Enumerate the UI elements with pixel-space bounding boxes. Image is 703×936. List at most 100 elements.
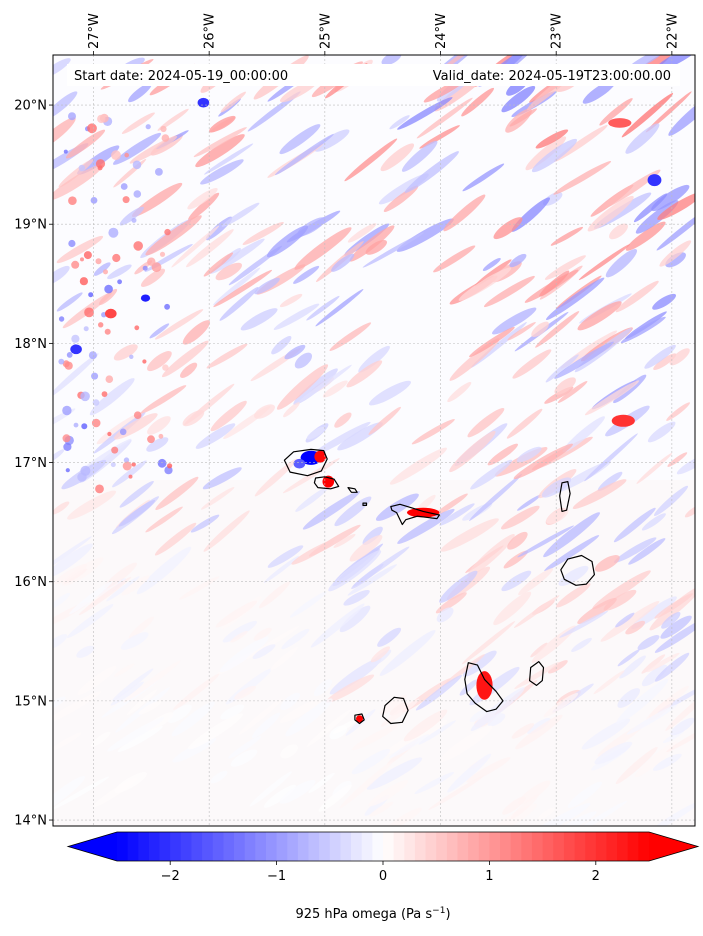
field-stripe — [322, 380, 348, 398]
field-stripe — [53, 543, 93, 579]
field-stripe — [613, 537, 657, 563]
field-stripe — [665, 689, 695, 731]
field-stripe — [294, 352, 313, 369]
field-stripe — [302, 491, 360, 530]
field-stripe — [56, 292, 83, 312]
island-outline — [362, 502, 368, 506]
field-stripe — [659, 240, 692, 267]
field-stripe — [351, 563, 384, 589]
field-stripe — [91, 731, 111, 747]
colorbar-segment — [446, 832, 458, 861]
field-cell — [71, 260, 80, 269]
field-stripe — [469, 326, 515, 358]
field-stripe — [279, 293, 303, 308]
field-stripe — [291, 540, 335, 565]
field-stripe — [203, 252, 234, 277]
field-stripe — [334, 412, 352, 428]
island-outline — [283, 448, 328, 477]
field-cell — [157, 458, 167, 468]
field-stripe — [545, 354, 579, 383]
field-stripe — [443, 654, 485, 686]
field-stripe — [548, 660, 568, 674]
field-stripe — [435, 592, 467, 614]
field-stripe — [242, 222, 284, 245]
longitude-tick-labels: 27°W 26°W 25°W 24°W 23°W 22°W — [87, 13, 680, 55]
field-stripe — [619, 655, 646, 679]
field-cell — [73, 422, 79, 428]
field-stripe — [581, 718, 631, 750]
field-stripe — [219, 636, 269, 673]
field-stripe — [641, 513, 666, 531]
field-stripe — [380, 143, 415, 172]
field-stripe — [518, 780, 551, 805]
field-cell — [71, 334, 80, 343]
field-stripe — [500, 505, 540, 530]
field-stripe — [280, 744, 298, 759]
field-stripe — [53, 58, 71, 79]
island-outlines — [283, 448, 596, 725]
field-stripe — [76, 645, 95, 658]
colorbar-segment — [276, 832, 288, 861]
field-cell — [101, 391, 108, 397]
colorbar-segment — [489, 832, 501, 861]
field-stripe — [180, 362, 198, 378]
field-stripe — [389, 734, 429, 759]
field-cell — [62, 405, 72, 416]
field-stripe — [195, 134, 245, 168]
field-stripe — [209, 115, 236, 133]
field-stripe — [447, 753, 492, 793]
field-stripe — [625, 221, 666, 251]
field-stripe — [56, 235, 104, 264]
field-stripe — [600, 600, 660, 642]
colorbar-segment — [244, 832, 256, 861]
colorbar-extend-low — [68, 832, 117, 861]
field-stripe — [531, 138, 578, 173]
field-stripe — [138, 700, 162, 715]
field-cell — [80, 391, 90, 402]
omega-highlight — [293, 458, 306, 469]
field-stripe — [53, 353, 99, 398]
colorbar-segment — [478, 832, 490, 861]
field-stripe — [493, 591, 532, 626]
field-stripe — [584, 380, 640, 416]
field-stripe — [280, 692, 301, 711]
field-stripe — [297, 364, 352, 404]
field-stripe — [65, 129, 106, 159]
colorbar-segment — [542, 832, 554, 861]
field-stripe — [577, 301, 622, 331]
field-stripe — [63, 568, 88, 584]
field-stripe — [117, 725, 163, 753]
field-stripe — [554, 377, 576, 395]
field-stripe — [397, 508, 455, 544]
field-stripe — [597, 471, 623, 492]
field-stripe — [119, 480, 154, 508]
field-cell — [92, 399, 100, 406]
field-stripe — [518, 568, 554, 596]
island-outline — [382, 696, 409, 725]
field-cell — [167, 463, 173, 469]
field-stripe — [121, 575, 150, 596]
field-stripe — [656, 206, 695, 251]
field-stripe — [439, 503, 475, 526]
field-stripe — [487, 443, 518, 466]
field-stripe — [121, 112, 155, 134]
field-cell — [65, 468, 70, 473]
field-stripe — [53, 536, 92, 576]
field-cell — [112, 253, 121, 263]
field-cell — [104, 284, 113, 294]
field-stripe — [459, 679, 478, 696]
field-stripe — [186, 229, 234, 268]
field-stripe — [210, 238, 265, 274]
colorbar-segment — [585, 832, 597, 861]
field-stripe — [458, 267, 512, 301]
field-stripe — [501, 85, 536, 113]
field-stripe — [171, 225, 220, 268]
field-stripe — [637, 635, 660, 650]
field-stripe — [332, 718, 358, 734]
field-stripe — [550, 226, 584, 246]
field-stripe — [213, 267, 261, 306]
field-cell — [117, 279, 122, 285]
field-stripe — [274, 133, 334, 176]
field-stripe — [613, 507, 656, 543]
field-stripe — [436, 607, 454, 623]
